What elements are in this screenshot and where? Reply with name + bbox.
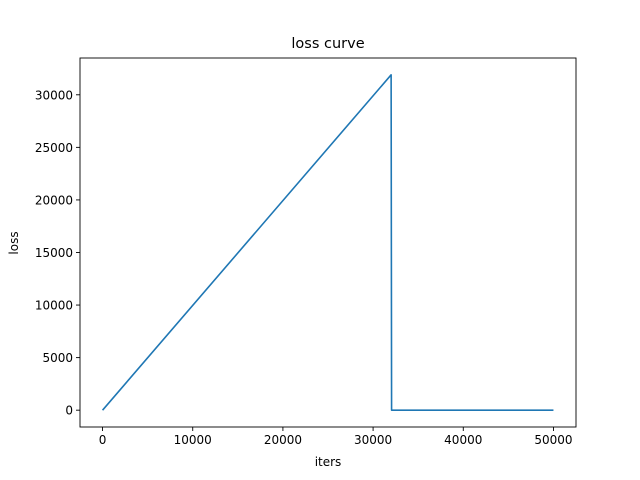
x-tick-label: 30000 xyxy=(354,433,392,447)
x-tick-label: 20000 xyxy=(264,433,302,447)
y-tick-label: 15000 xyxy=(35,246,73,260)
chart-title: loss curve xyxy=(291,36,364,52)
y-tick-label: 0 xyxy=(65,404,73,418)
plot-area: 0 10000 20000 30000 40000 50000 0 5000 10000 1500… xyxy=(35,57,577,447)
plot-frame xyxy=(79,57,577,428)
y-tick-label: 30000 xyxy=(35,88,73,102)
x-axis-label: iters xyxy=(315,455,342,469)
y-axis-label: loss xyxy=(7,231,21,254)
x-tick-label: 10000 xyxy=(174,433,212,447)
x-tick-label: 50000 xyxy=(534,433,572,447)
y-tick-label: 20000 xyxy=(35,193,73,207)
x-tick-label: 40000 xyxy=(444,433,482,447)
x-tick-label: 0 xyxy=(99,433,107,447)
series-line-0 xyxy=(101,74,554,411)
y-tick-label: 10000 xyxy=(35,299,73,313)
y-tick-label: 5000 xyxy=(42,351,73,365)
y-tick-label: 25000 xyxy=(35,141,73,155)
